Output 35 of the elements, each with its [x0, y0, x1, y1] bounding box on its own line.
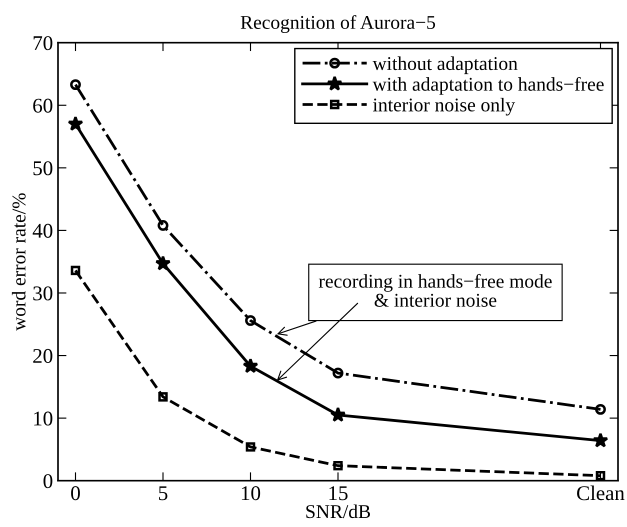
legend-label: without adaptation	[372, 56, 518, 74]
legend-label: with adaptation to hands−free	[372, 76, 604, 95]
y-tick-label: 10	[34, 412, 52, 426]
y-tick-label: 60	[33, 98, 52, 113]
x-axis-title: SNR/dB	[306, 504, 370, 518]
y-axis-title: word error rate/%	[12, 193, 26, 331]
point	[592, 432, 608, 448]
point	[68, 116, 84, 131]
point	[70, 266, 80, 276]
x-tick-label: 15	[329, 486, 348, 500]
point	[246, 442, 256, 452]
y-tick-label: 0	[44, 474, 52, 488]
x-tick-label: 0	[71, 486, 80, 500]
x-tick-label: 10	[242, 486, 260, 500]
point	[245, 315, 256, 326]
point	[595, 404, 606, 415]
point	[332, 368, 344, 378]
y-tick-label: 20	[33, 348, 52, 363]
x-tick-label: Clean	[577, 486, 624, 500]
point	[330, 406, 346, 422]
point	[70, 79, 81, 90]
y-tick-label: 50	[34, 161, 52, 176]
point	[155, 255, 171, 270]
y-tick-label: 40	[32, 224, 52, 238]
point	[242, 358, 258, 374]
point	[596, 470, 606, 480]
y-tick-label: 30	[33, 286, 52, 300]
y-tick-label: 70	[34, 36, 52, 50]
point	[158, 220, 168, 231]
chart-title: Recognition of Aurora−5	[240, 15, 436, 34]
legend-label: interior noise only	[372, 98, 516, 116]
x-tick-label: 5	[159, 486, 168, 500]
point	[158, 392, 168, 402]
point	[333, 460, 343, 470]
annotation: recording in hands−free mode & interior noise	[318, 274, 552, 307]
